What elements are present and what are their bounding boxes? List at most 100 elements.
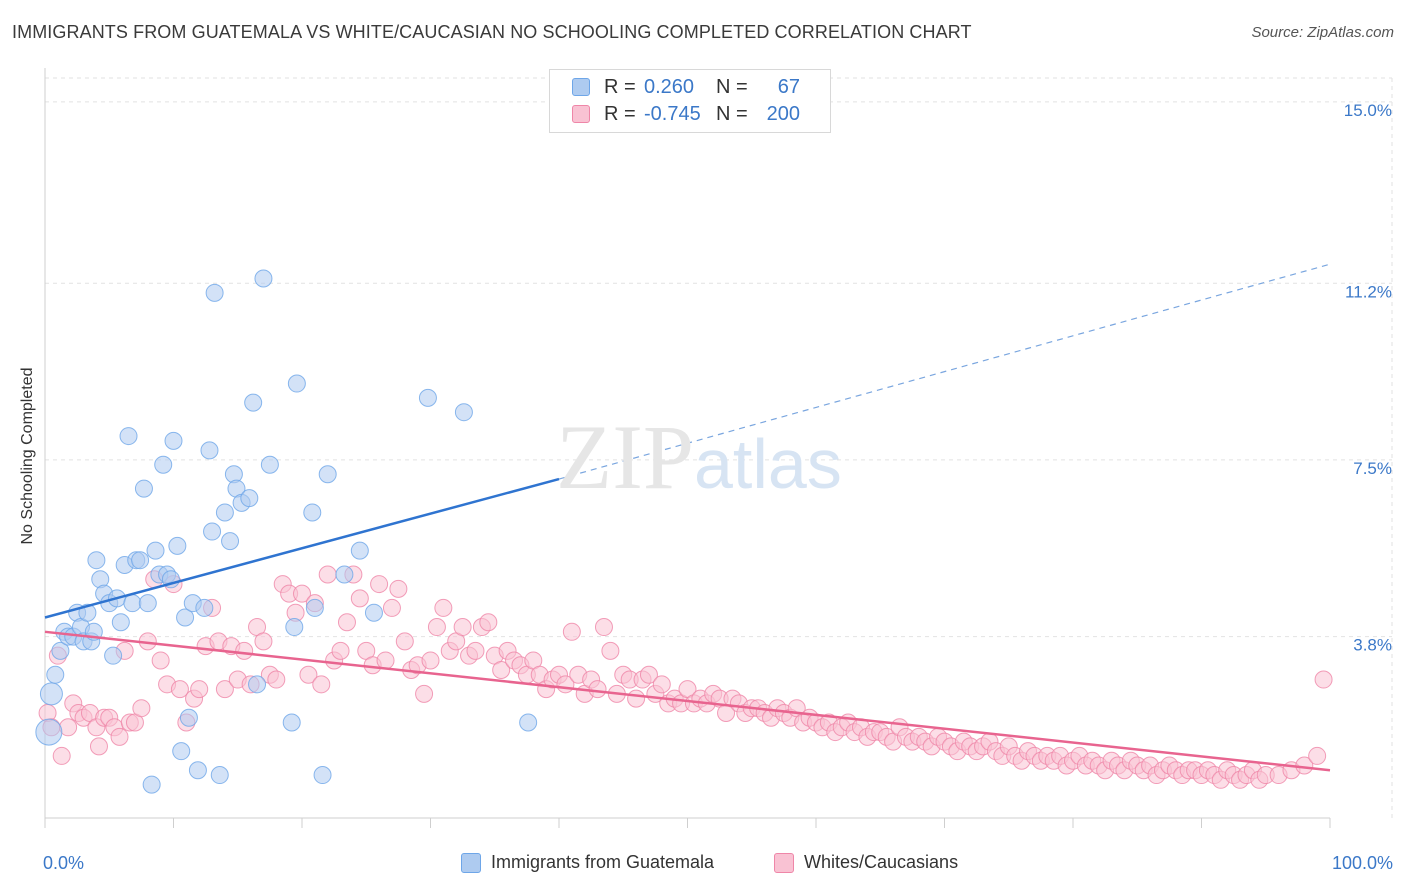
y-tick-label: 15.0%	[1344, 101, 1392, 120]
legend-n-value: 67	[777, 75, 800, 98]
guatemala-point	[51, 641, 70, 660]
guatemala-point	[364, 603, 383, 622]
series-swatch-whites	[774, 852, 794, 873]
series-legend-label: Immigrants from Guatemala	[491, 852, 715, 872]
whites-point	[479, 613, 498, 632]
tick-labels: 3.8% 7.5% 11.2% 15.0% 0.0% 100.0%	[43, 101, 1393, 873]
guatemala-point	[138, 594, 157, 613]
whites-point	[588, 680, 607, 699]
guatemala-point	[318, 465, 337, 484]
guatemala-point	[205, 283, 224, 302]
whites-point	[215, 680, 234, 699]
guatemala-point	[131, 551, 150, 570]
whites-point	[627, 689, 646, 708]
guatemala-point	[111, 613, 130, 632]
whites-point	[318, 565, 337, 584]
watermark-atlas: atlas	[694, 425, 842, 503]
guatemala-point	[454, 403, 473, 422]
series-swatch-guatemala	[461, 852, 481, 873]
guatemala-point	[146, 541, 165, 560]
guatemala-trend-line	[44, 477, 560, 619]
whites-point	[151, 651, 170, 670]
legend-n-label: N =	[716, 102, 748, 125]
whites-point	[337, 613, 356, 632]
whites-point	[110, 727, 129, 746]
whites-trend-line	[44, 630, 1331, 772]
whites-point	[639, 665, 658, 684]
guatemala-points	[35, 269, 538, 794]
guatemala-point	[123, 594, 142, 613]
guatemala-point	[46, 665, 65, 684]
whites-point	[170, 680, 189, 699]
guatemala-point	[200, 441, 219, 460]
guatemala-point	[35, 718, 63, 746]
x-tick-label-max: 100.0%	[1332, 853, 1393, 873]
guatemala-point	[104, 646, 123, 665]
legend-r-label: R =	[604, 75, 636, 98]
guatemala-point	[203, 522, 222, 541]
y-tick-label: 7.5%	[1353, 459, 1392, 478]
guatemala-point	[168, 536, 187, 555]
whites-point	[562, 622, 581, 641]
guatemala-point	[519, 713, 538, 732]
whites-point	[370, 575, 389, 594]
whites-point	[89, 737, 108, 756]
guatemala-point	[87, 551, 106, 570]
whites-point	[1314, 670, 1333, 689]
series-legend-label: Whites/Caucasians	[804, 852, 959, 872]
guatemala-point	[154, 455, 173, 474]
whites-point	[652, 675, 671, 694]
legend-r-label: R =	[604, 102, 636, 125]
whites-point	[132, 699, 151, 718]
guatemala-point	[313, 766, 332, 785]
whites-point	[293, 584, 311, 603]
series-legend-whites: Whites/Caucasians	[774, 852, 958, 873]
guatemala-point	[248, 675, 267, 694]
whites-point	[299, 665, 318, 684]
whites-point	[427, 618, 446, 637]
guatemala-point	[195, 598, 214, 617]
whites-point	[415, 684, 434, 703]
series-legend: Immigrants from Guatemala Whites/Caucasi…	[0, 852, 1406, 876]
source-label: Source: ZipAtlas.com	[1251, 24, 1394, 41]
guatemala-point	[287, 374, 306, 393]
legend-r-value: -0.745	[644, 102, 701, 125]
legend-row-whites: R = -0.745 N = 200	[572, 102, 800, 126]
legend-swatch-guatemala	[572, 78, 590, 96]
whites-point	[466, 641, 485, 660]
y-tick-label: 11.2%	[1345, 282, 1392, 301]
whites-point	[395, 632, 414, 651]
whites-point	[594, 618, 613, 637]
guatemala-point	[172, 742, 191, 761]
chart-title: IMMIGRANTS FROM GUATEMALA VS WHITE/CAUCA…	[12, 22, 972, 42]
watermark-zip: ZIP	[556, 406, 694, 508]
whites-point	[190, 680, 209, 699]
legend-r-value: 0.260	[644, 75, 695, 98]
guatemala-point	[240, 489, 259, 508]
whites-point	[492, 661, 511, 679]
whites-point	[350, 589, 369, 608]
guatemala-point	[350, 541, 369, 560]
guatemala-point	[164, 431, 183, 450]
legend-row-guatemala: R = 0.260 N = 67	[572, 75, 800, 99]
whites-point	[382, 598, 401, 617]
correlation-legend: R = 0.260 N = 67 R = -0.745 N = 200	[549, 69, 831, 133]
guatemala-point	[335, 565, 354, 584]
watermark: ZIPatlas	[556, 404, 842, 510]
guatemala-point	[418, 388, 437, 407]
guatemala-point	[188, 761, 207, 780]
guatemala-point	[244, 393, 263, 412]
guatemala-point	[39, 682, 63, 706]
series-legend-guatemala: Immigrants from Guatemala	[461, 852, 714, 873]
guatemala-point	[215, 503, 234, 522]
whites-point	[312, 675, 331, 694]
whites-point	[52, 746, 71, 765]
whites-point	[421, 651, 440, 670]
guatemala-point	[260, 455, 279, 474]
x-tick-label-min: 0.0%	[43, 853, 84, 873]
guatemala-point	[119, 427, 138, 446]
whites-point	[389, 579, 408, 598]
y-tick-label: 3.8%	[1353, 636, 1392, 655]
whites-point	[235, 641, 254, 660]
